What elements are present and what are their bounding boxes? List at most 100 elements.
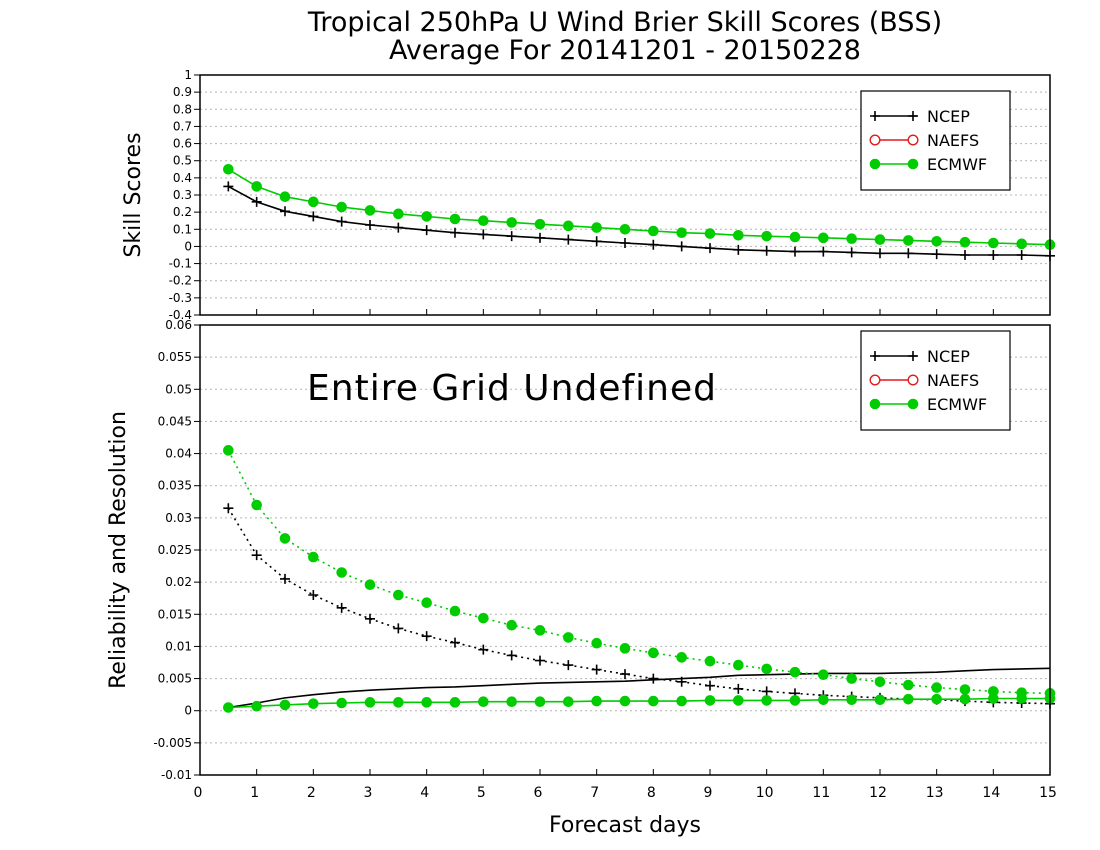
data-point — [761, 686, 772, 697]
legend-marker — [908, 351, 918, 361]
legend-entry-naefs: NAEFS — [869, 131, 979, 150]
data-point — [563, 632, 574, 643]
data-point — [450, 637, 460, 648]
data-point — [648, 239, 659, 250]
data-point — [789, 666, 801, 678]
data-point — [308, 551, 319, 563]
y-tick-label: 0 — [184, 239, 192, 253]
data-point — [874, 676, 886, 688]
x-tick-label: 5 — [477, 785, 486, 801]
data-point — [648, 647, 659, 659]
data-point — [846, 247, 857, 258]
data-point — [1016, 238, 1027, 250]
undefined-grid-annotation: Entire Grid Undefined — [307, 368, 717, 409]
y-tick-label: 0.7 — [173, 119, 192, 133]
data-point — [591, 236, 602, 247]
y-tick-label: -0.3 — [169, 291, 192, 305]
data-point — [280, 206, 290, 217]
data-point — [959, 236, 971, 248]
x-tick-label: 12 — [869, 785, 887, 801]
data-point — [393, 589, 404, 601]
data-point — [478, 612, 489, 624]
y-tick-label: 0.1 — [173, 222, 192, 236]
x-tick-label: 3 — [364, 785, 373, 801]
data-point — [478, 215, 489, 227]
data-point — [761, 695, 772, 706]
data-point — [563, 234, 574, 245]
data-point — [789, 231, 801, 243]
data-point — [790, 246, 800, 257]
data-point — [648, 673, 659, 684]
data-point — [620, 669, 630, 680]
x-axis-label: Forecast days — [549, 813, 701, 838]
legend-marker — [908, 111, 918, 121]
data-point — [761, 245, 772, 256]
data-point — [874, 694, 886, 706]
data-point — [506, 217, 517, 228]
series-ncep-reliability-line — [227, 507, 1051, 705]
data-point — [818, 232, 829, 244]
y-tick-label: 0.045 — [158, 414, 192, 428]
legend-marker — [907, 398, 919, 410]
y-tick-label: 0.005 — [158, 672, 192, 686]
data-point — [959, 684, 971, 695]
data-point — [563, 220, 574, 232]
data-point — [336, 602, 347, 613]
data-point — [365, 220, 375, 230]
data-point — [506, 619, 517, 631]
data-point — [733, 659, 744, 671]
data-point — [449, 213, 461, 225]
data-point — [875, 248, 885, 259]
data-point — [535, 232, 545, 243]
data-point — [364, 697, 376, 708]
y-tick-label: 0.05 — [165, 382, 192, 396]
legend: NCEP NAEFS ECMWF — [860, 90, 1011, 191]
data-point — [648, 225, 659, 237]
data-point — [308, 698, 319, 709]
legend-marker — [907, 158, 919, 170]
x-tick-label: 13 — [926, 785, 944, 801]
data-point — [733, 695, 744, 706]
data-point — [393, 697, 404, 708]
data-point — [619, 223, 631, 235]
data-point — [223, 445, 234, 456]
data-point — [988, 693, 999, 704]
series-ncep-resolution — [228, 667, 1051, 709]
data-point — [789, 695, 801, 706]
data-point — [308, 196, 319, 208]
data-point — [336, 216, 347, 227]
y-tick-label: 0.3 — [173, 188, 192, 202]
data-point — [251, 181, 262, 192]
data-point — [223, 181, 234, 192]
x-tick-label: 11 — [812, 785, 830, 801]
y-tick-label: 0.03 — [165, 511, 192, 525]
y-tick-label: 0.8 — [173, 102, 192, 116]
y-tick-label: -0.2 — [169, 274, 192, 288]
panel-top: 1 0.9 0.8 0.7 0.6 0.5 0.4 0.3 0.2 0.1 0 -0.1 -0.2 -0.… — [121, 68, 1056, 322]
data-point — [251, 499, 262, 511]
x-tick-label: 14 — [982, 785, 1000, 801]
y-tick-label: -0.1 — [169, 257, 192, 271]
y-tick-label: 0.015 — [158, 607, 192, 621]
data-point — [676, 227, 687, 239]
y-tick-label: -0.4 — [169, 308, 192, 322]
data-point — [421, 225, 432, 236]
data-point — [478, 644, 489, 655]
data-point — [818, 669, 829, 681]
legend-entry-ncep: NCEP — [870, 107, 970, 126]
data-point — [223, 702, 234, 713]
data-point — [308, 590, 319, 600]
data-point — [676, 652, 687, 663]
data-point — [1016, 693, 1027, 704]
data-point — [393, 222, 404, 233]
legend-marker — [869, 398, 881, 410]
x-tick-label: 15 — [1039, 785, 1057, 801]
data-point — [931, 682, 942, 693]
legend-entry-ncep: NCEP — [870, 347, 970, 366]
series-ncep-resolution-line — [228, 667, 1051, 709]
data-point — [931, 249, 942, 260]
data-point — [279, 533, 291, 544]
x-tick-label: 8 — [647, 785, 656, 801]
data-point — [931, 693, 942, 705]
legend-label: NCEP — [927, 347, 970, 366]
